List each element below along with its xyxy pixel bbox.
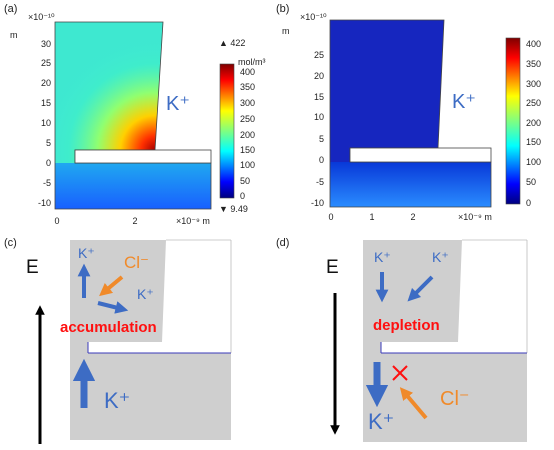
panel-d-ion-cl-label: Cl⁻ [440,388,469,410]
panel-b: (b) ×10⁻¹⁰ m 25 20 15 10 5 0 -5 -10 0 1 … [276,3,541,222]
panel-c-caption: accumulation [60,319,157,336]
panel-a-field [54,21,212,210]
panel-a-cbar-tick: 150 [240,145,255,155]
panel-d-caption: depletion [373,317,440,334]
panel-a-cbar-tick: 100 [240,160,255,170]
panel-b-ytick: -5 [316,177,324,187]
panel-a-cbar-tick: 300 [240,98,255,108]
panel-d-cl-arrow-icon [399,387,428,420]
panel-a-colorbar: ▲ 422 mol/m³ 400 350 300 250 200 150 100… [219,38,266,214]
panel-b-x-axis: 0 1 2 ×10⁻⁹ m [328,212,491,222]
panel-b-cbar-tick: 250 [526,98,541,108]
panel-a-cbar-tick: 400 [240,67,255,77]
panel-b-cbar-tick: 300 [526,79,541,89]
panel-d-label: (d) [276,237,289,249]
panel-c-ion-cl-label: Cl⁻ [124,253,149,272]
panel-a-y-axis: 30 25 20 15 10 5 0 -5 -10 [38,39,51,208]
panel-b-colorbar: 400 350 300 250 200 150 100 50 0 [505,37,541,208]
panel-a-ytick: -10 [38,198,51,208]
panel-a-y-scale: ×10⁻¹⁰ [28,12,55,22]
panel-d-ion-k-label: K⁺ [432,249,449,265]
panel-b-cbar-tick: 50 [526,177,536,187]
panel-b-xtick: 0 [328,212,333,222]
panel-c-ion-k-label: K⁺ [104,388,130,413]
panel-a-ytick: -5 [43,178,51,188]
panel-a-xtick: 0 [54,216,59,226]
panel-a-slot [74,149,212,164]
panel-b-slot [349,147,492,163]
panel-a-max-marker: ▲ 422 [219,38,245,48]
panel-a-x-unit: ×10⁻⁹ m [176,216,210,226]
panel-a-xtick: 2 [132,216,137,226]
panel-b-cbar-tick: 400 [526,39,541,49]
panel-c-label: (c) [4,237,17,249]
panel-a-ytick: 15 [41,98,51,108]
panel-a-ytick: 25 [41,58,51,68]
panel-a-x-axis: 0 2 ×10⁻⁹ m [54,216,209,226]
panel-a-cbar-tick: 50 [240,176,250,186]
panel-a-cbar-tick: 250 [240,114,255,124]
panel-a-cbar-tick: 0 [240,191,245,201]
panel-a-ytick: 0 [46,158,51,168]
panel-a-ytick: 5 [46,138,51,148]
panel-c-field-label: E [26,257,39,278]
panel-b-ytick: 25 [314,50,324,60]
panel-b-x-unit: ×10⁻⁹ m [458,212,492,222]
panel-d-field-label: E [326,257,339,278]
panel-b-ytick: 20 [314,71,324,81]
panel-b-ytick: 10 [314,112,324,122]
panel-a-y-unit: m [10,30,18,40]
panel-b-cbar-tick: 200 [526,118,541,128]
panel-d-k-arrow-icon [407,275,434,302]
panel-b-cbar-tick: 0 [526,198,531,208]
panel-a-ytick: 20 [41,78,51,88]
panel-a-colorbar-unit: mol/m³ [238,57,266,67]
panel-d-ion-k-label: K⁺ [374,249,391,265]
panel-c-ion-k-label: K⁺ [78,245,95,261]
panel-c-k-arrow-icon [97,301,129,314]
panel-d: (d) E K⁺ K⁺ depletion K⁺ Cl⁻ [276,237,528,442]
panel-a-min-marker: ▼ 9.49 [219,204,248,214]
panel-b-y-unit: m [282,26,290,36]
panel-c-cell [70,240,231,440]
panel-c: (c) E K⁺ Cl⁻ K⁺ accumulation K⁺ [4,237,232,444]
panel-b-y-axis: 25 20 15 10 5 0 -5 -10 [311,50,324,208]
panel-a-cbar-tick: 200 [240,130,255,140]
panel-b-cbar-tick: 100 [526,157,541,167]
panel-c-cl-arrow-icon [99,275,124,297]
panel-d-ion-k-label: K⁺ [368,409,394,434]
panel-b-y-scale: ×10⁻¹⁰ [300,12,327,22]
panel-a-ytick: 30 [41,39,51,49]
panel-b-cbar-tick: 350 [526,59,541,69]
panel-b-ion-label: K⁺ [452,91,476,113]
panel-b-ytick: -10 [311,198,324,208]
panel-b-field [329,19,492,208]
panel-b-ytick: 15 [314,92,324,102]
panel-b-xtick: 2 [410,212,415,222]
panel-a-label: (a) [4,3,17,15]
panel-b-label: (b) [276,3,289,15]
panel-b-xtick: 1 [369,212,374,222]
panel-c-ion-k-label: K⁺ [137,286,154,302]
panel-b-ytick: 5 [319,134,324,144]
panel-b-ytick: 0 [319,155,324,165]
panel-a-cbar-tick: 350 [240,82,255,92]
panel-a-ytick: 10 [41,118,51,128]
panel-b-cbar-tick: 150 [526,137,541,147]
panel-d-blocked-cross-icon [392,365,408,381]
panel-a: (a) ×10⁻¹⁰ m 30 25 20 15 10 5 0 -5 -10 0… [4,3,266,226]
panel-a-ion-label: K⁺ [166,93,190,115]
